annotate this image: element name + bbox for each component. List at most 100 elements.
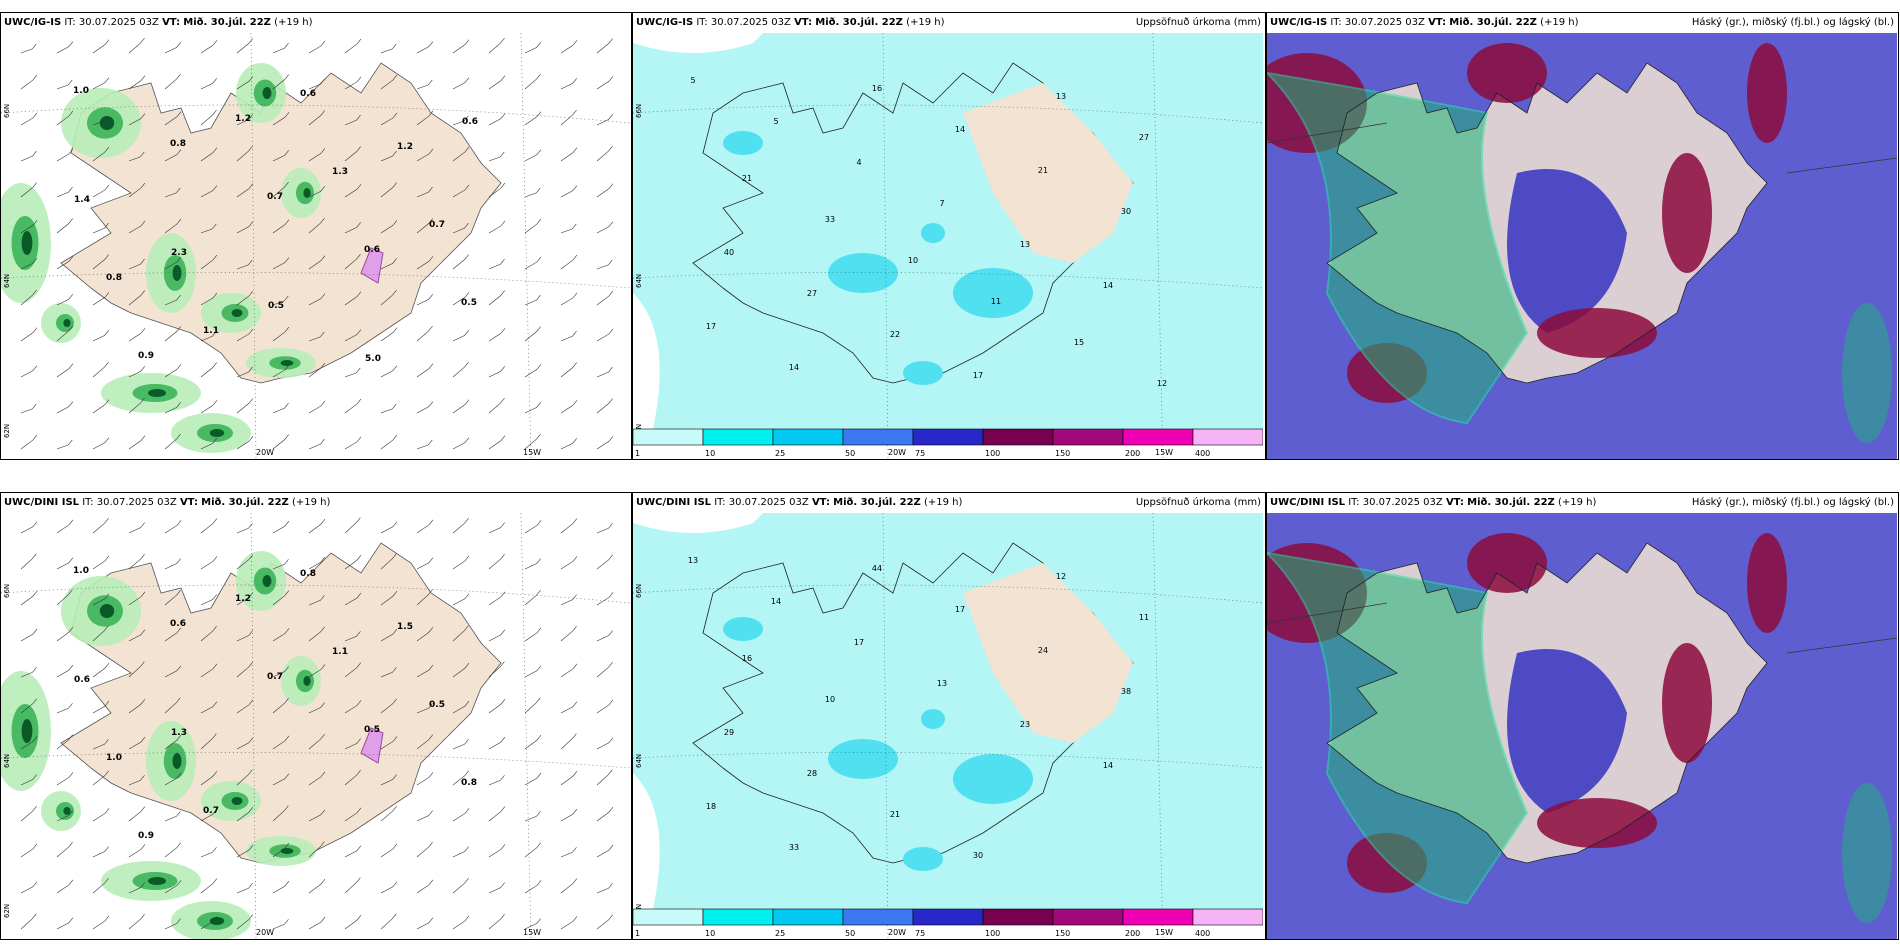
- wind-barb: [452, 254, 469, 270]
- wind-barb: [164, 149, 182, 162]
- lat-label-66n: 66N: [3, 104, 11, 118]
- precip-value-label: 23: [1020, 720, 1030, 729]
- wind-barb: [20, 112, 38, 126]
- precip-value-label: 18: [706, 802, 716, 811]
- wind-barb: [200, 878, 218, 894]
- wind-barb: [488, 699, 506, 714]
- wind-barb: [524, 589, 541, 606]
- wind-barb: [20, 403, 37, 414]
- mid-cloud-area: [1537, 798, 1657, 848]
- colorbar-tick-label: 1: [635, 929, 640, 938]
- wind-barb: [596, 807, 614, 822]
- mid-cloud-area: [1467, 533, 1547, 593]
- wind-barb: [380, 150, 397, 162]
- cloud-map: [1267, 33, 1897, 459]
- wind-barb: [560, 109, 577, 126]
- wind-barb: [344, 700, 362, 714]
- wind-barb: [380, 881, 398, 894]
- colorbar-swatch: [633, 908, 704, 926]
- wind-barb: [20, 74, 38, 90]
- wind-barb: [344, 222, 361, 234]
- precip-value-label: 33: [825, 215, 835, 224]
- wind-value-label: 0.8: [461, 778, 477, 788]
- wind-barb: [128, 775, 145, 786]
- precip-value-label: 12: [1056, 572, 1066, 581]
- precip-value-label: 21: [742, 174, 752, 183]
- colorbar-swatch: [772, 908, 844, 926]
- wind-barb: [236, 592, 254, 606]
- wind-value-label: 0.5: [364, 725, 380, 735]
- wind-barb: [452, 517, 469, 534]
- domain-boundary: [1267, 122, 1388, 144]
- wind-field-dark: [148, 389, 166, 397]
- wind-barb: [128, 661, 145, 678]
- wind-barb: [92, 593, 110, 606]
- wind-barb: [20, 698, 38, 714]
- domain-boundary: [1786, 157, 1897, 174]
- wind-barb: [344, 807, 362, 822]
- wind-value-label: 0.8: [300, 569, 316, 579]
- wind-barb: [452, 770, 470, 786]
- wind-barb: [164, 326, 181, 342]
- wind-barb: [128, 913, 145, 930]
- lon-label-20w: 20W: [256, 448, 274, 457]
- wind-value-label: 1.5: [397, 622, 413, 632]
- wind-barb: [164, 187, 181, 198]
- wind-barb: [308, 809, 326, 822]
- lat-label-66n: 66N: [635, 584, 643, 598]
- wind-field-dark: [209, 429, 225, 437]
- wind-field-dark: [280, 848, 294, 854]
- wind-value-label: 1.2: [397, 142, 413, 152]
- wind-barb: [308, 400, 326, 414]
- wind-barb: [344, 38, 362, 54]
- wind-barb: [560, 292, 578, 306]
- wind-barb: [596, 737, 614, 750]
- wind-barb: [560, 771, 578, 786]
- wind-barb: [524, 842, 542, 858]
- wind-barb: [236, 366, 253, 378]
- wind-barb: [560, 147, 578, 162]
- wind-barb: [596, 554, 614, 570]
- precip-value-label: 16: [742, 654, 752, 663]
- colorbar-tick-label: 100: [985, 929, 1000, 938]
- wind-barb: [272, 74, 289, 90]
- wind-barb: [128, 290, 145, 306]
- wind-barb: [200, 916, 218, 930]
- wind-value-label: 1.2: [235, 114, 251, 124]
- lon-label-20w: 20W: [888, 448, 906, 457]
- wind-barb: [20, 843, 38, 858]
- wind-barb: [56, 519, 74, 534]
- wind-barb: [92, 846, 109, 858]
- wind-barb: [416, 664, 434, 678]
- wind-barb: [200, 594, 217, 606]
- wind-field-dark: [63, 319, 71, 327]
- wind-barb: [488, 328, 506, 342]
- wind-barb: [272, 697, 289, 714]
- wind-barb: [200, 518, 218, 534]
- wind-barb: [92, 915, 110, 930]
- wind-barb: [128, 75, 146, 90]
- precip-heavy-area: [953, 754, 1033, 804]
- wind-barb: [416, 294, 433, 306]
- wind-barb: [380, 913, 397, 930]
- colorbar-tick-label: 1: [635, 449, 640, 458]
- wind-value-label: 0.6: [364, 245, 380, 255]
- mid-cloud-area: [1747, 43, 1787, 143]
- dry-land-area: [963, 563, 1133, 743]
- wind-field-dark: [172, 753, 182, 769]
- wind-barb: [272, 257, 290, 270]
- wind-value-label: 0.8: [106, 273, 122, 283]
- wind-barb: [344, 555, 362, 570]
- wind-barb: [560, 878, 578, 894]
- panel-clouds-top: UWC/IG-IS IT: 30.07.2025 03Z VT: Mið. 30…: [1266, 12, 1899, 460]
- precip-value-label: 30: [1121, 207, 1131, 216]
- colorbar-tick-label: 25: [775, 929, 785, 938]
- precip-value-label: 33: [789, 843, 799, 852]
- wind-barb: [524, 149, 542, 162]
- wind-barb: [128, 37, 145, 54]
- wind-barb: [452, 555, 470, 570]
- wind-barb: [596, 114, 613, 126]
- wind-barb: [56, 41, 74, 54]
- wind-barb: [236, 398, 253, 414]
- wind-barb: [488, 75, 506, 90]
